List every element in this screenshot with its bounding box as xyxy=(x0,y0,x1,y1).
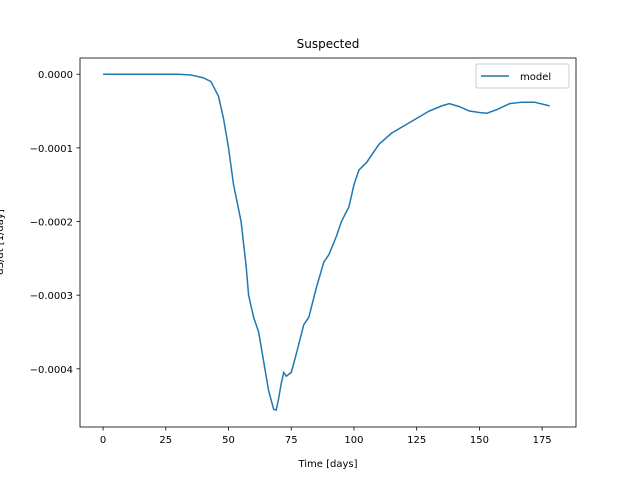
y-tick-label: −0.0004 xyxy=(30,365,73,376)
y-tick-label: −0.0002 xyxy=(30,218,73,229)
x-tick-label: 125 xyxy=(407,435,426,446)
x-tick-label: 175 xyxy=(533,435,552,446)
x-tick-label: 100 xyxy=(344,435,363,446)
x-tick-label: 75 xyxy=(285,435,298,446)
x-tick-label: 0 xyxy=(100,435,106,446)
x-tick-label: 150 xyxy=(470,435,489,446)
legend-box xyxy=(475,63,570,89)
y-tick-label: 0.0000 xyxy=(38,70,73,81)
y-tick-label: −0.0003 xyxy=(30,291,73,302)
y-tick-label: −0.0001 xyxy=(30,144,73,155)
y-axis-label: dS/dt [1/day] xyxy=(0,209,6,275)
axes-frame xyxy=(79,57,577,428)
chart-title: Suspected xyxy=(297,37,360,51)
line xyxy=(103,73,550,412)
legend-label: model xyxy=(520,72,551,83)
x-tick-label: 25 xyxy=(159,435,172,446)
x-tick-label: 50 xyxy=(222,435,235,446)
x-axis-label: Time [days] xyxy=(297,459,357,470)
